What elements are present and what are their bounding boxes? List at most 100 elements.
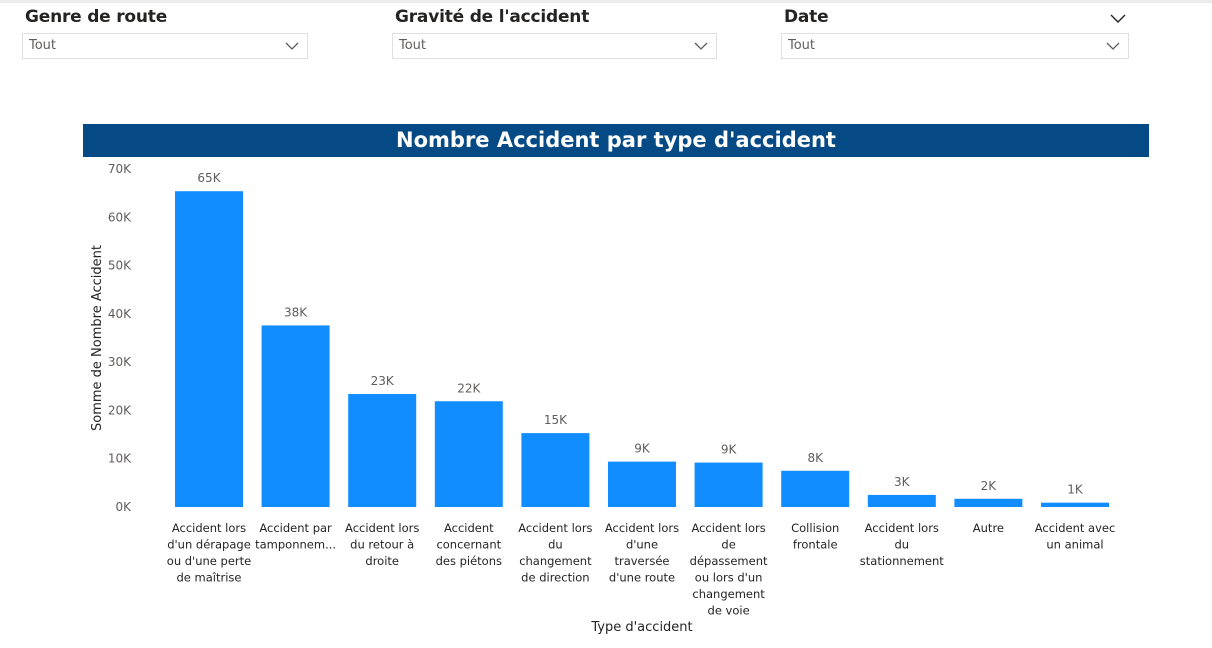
x-tick-label-line: Accident avec	[1035, 521, 1116, 535]
y-axis-label: Somme de Nombre Accident	[90, 245, 105, 431]
slicer-value: Tout	[788, 38, 816, 53]
x-tick-label-line: Accident lors	[345, 521, 419, 535]
slicer-dropdown[interactable]: Tout	[22, 33, 308, 59]
bar[interactable]	[694, 462, 763, 507]
x-tick-label-line: tamponnem...	[255, 538, 336, 552]
x-tick-label-line: Accident lors	[518, 521, 592, 535]
x-axis: Accident lors d'un dérapage ou d'une perte…	[167, 521, 1116, 618]
x-tick-label-line: droite	[365, 554, 399, 568]
x-tick-label: Accident avec un animal	[1035, 521, 1116, 552]
bar[interactable]	[781, 470, 850, 507]
x-tick-label-line: Accident	[444, 521, 494, 535]
slicer-title: Gravité de l'accident	[395, 7, 590, 27]
x-tick-label-line: Collision	[791, 521, 839, 535]
x-tick-label-line: changement	[692, 587, 765, 601]
x-tick-label-line: Accident lors	[691, 521, 765, 535]
bar[interactable]	[608, 461, 676, 507]
x-tick-label: Accident lors d'un dérapage ou d'une perte…	[167, 521, 251, 585]
x-tick-label-line: Autre	[973, 521, 1004, 535]
x-tick-label-line: traversée	[614, 554, 669, 568]
chart-title-band	[83, 124, 1149, 157]
data-label: 65K	[197, 171, 221, 185]
y-tick-label: 60K	[108, 210, 132, 224]
bar[interactable]	[348, 394, 417, 507]
data-label: 3K	[894, 475, 911, 489]
data-label: 8K	[807, 451, 824, 465]
slicer-value: Tout	[399, 38, 427, 53]
bar[interactable]	[867, 494, 936, 507]
bars-group: 65K 38K 23K 22K 15K 9K 9K 8K 3K 2K 1K	[175, 171, 1109, 507]
bar[interactable]	[954, 498, 1023, 507]
bar[interactable]	[434, 401, 503, 507]
y-tick-label: 10K	[108, 452, 132, 466]
bar[interactable]	[521, 433, 590, 507]
chevron-down-icon	[285, 42, 299, 50]
x-tick-label: Accident lors du retour à droite	[345, 521, 419, 568]
x-tick-label-line: du	[895, 538, 910, 552]
y-tick-label: 40K	[108, 307, 132, 321]
bar[interactable]	[1041, 502, 1109, 507]
y-tick-label: 50K	[108, 259, 132, 273]
y-tick-label: 70K	[108, 162, 132, 176]
slicer-title: Genre de route	[25, 7, 168, 27]
slicer-date: Date Tout	[781, 6, 1129, 59]
x-tick-label-line: ou lors d'un	[695, 571, 763, 585]
data-label: 9K	[634, 442, 651, 456]
bar[interactable]	[261, 325, 330, 507]
x-tick-label-line: ou d'une perte	[167, 554, 251, 568]
data-label: 22K	[457, 381, 481, 395]
x-tick-label-line: du	[548, 538, 563, 552]
x-tick-label-line: d'une	[626, 538, 658, 552]
x-tick-label-line: Accident lors	[605, 521, 679, 535]
x-tick-label: Autre	[973, 521, 1004, 535]
data-label: 15K	[544, 413, 568, 427]
top-border	[0, 0, 1212, 3]
x-tick-label-line: Accident par	[259, 521, 332, 535]
y-axis: 0K 10K 20K 30K 40K 50K 60K 70K	[108, 162, 132, 514]
bar[interactable]	[175, 191, 243, 507]
x-tick-label-line: Accident lors	[865, 521, 939, 535]
data-label: 2K	[981, 479, 998, 493]
x-tick-label-line: stationnement	[860, 554, 945, 568]
chevron-down-icon[interactable]	[1110, 10, 1126, 26]
slicer-dropdown[interactable]: Tout	[392, 33, 717, 59]
x-tick-label: Accident lors de dépassement ou lors d'un ch…	[690, 521, 768, 618]
x-tick-label: Accident lors d'une traversée d'une route	[605, 521, 679, 585]
slicer-title: Date	[784, 7, 829, 27]
x-tick-label: Accident concernant des piétons	[436, 521, 502, 568]
data-label: 9K	[721, 443, 738, 457]
y-tick-label: 0K	[115, 500, 132, 514]
slicer-genre-de-route: Genre de route Tout	[22, 6, 308, 59]
x-tick-label: Collision frontale	[791, 521, 839, 552]
chart-title: Nombre Accident par type d'accident	[396, 128, 836, 152]
x-tick-label-line: de voie	[708, 604, 750, 618]
x-axis-label: Type d'accident	[590, 620, 692, 635]
x-tick-label-line: Accident lors	[172, 521, 246, 535]
slicer-dropdown[interactable]: Tout	[781, 33, 1129, 59]
x-tick-label: Accident lors du changement de direction	[518, 521, 592, 585]
y-tick-label: 20K	[108, 403, 132, 417]
data-label: 23K	[371, 374, 395, 388]
x-tick-label-line: d'une route	[609, 571, 675, 585]
slicer-value: Tout	[29, 38, 57, 53]
x-tick-label-line: de maîtrise	[177, 571, 242, 585]
x-tick-label-line: dépassement	[690, 554, 768, 568]
data-label: 38K	[284, 305, 308, 319]
x-tick-label-line: un animal	[1046, 538, 1103, 552]
slicer-gravite: Gravité de l'accident Tout	[392, 6, 717, 59]
y-tick-label: 30K	[108, 355, 132, 369]
x-tick-label-line: de direction	[521, 571, 589, 585]
x-tick-label-line: du retour à	[350, 538, 414, 552]
x-tick-label-line: frontale	[793, 538, 838, 552]
x-tick-label-line: de	[721, 538, 735, 552]
data-label: 1K	[1067, 483, 1084, 497]
chevron-down-icon	[1106, 42, 1120, 50]
x-tick-label-line: des piétons	[436, 554, 502, 568]
x-tick-label: Accident par tamponnem...	[255, 521, 336, 552]
chevron-down-icon	[694, 42, 708, 50]
x-tick-label-line: concernant	[436, 538, 501, 552]
x-tick-label-line: d'un dérapage	[167, 538, 251, 552]
x-tick-label-line: changement	[519, 554, 592, 568]
x-tick-label: Accident lors du stationnement	[860, 521, 945, 568]
